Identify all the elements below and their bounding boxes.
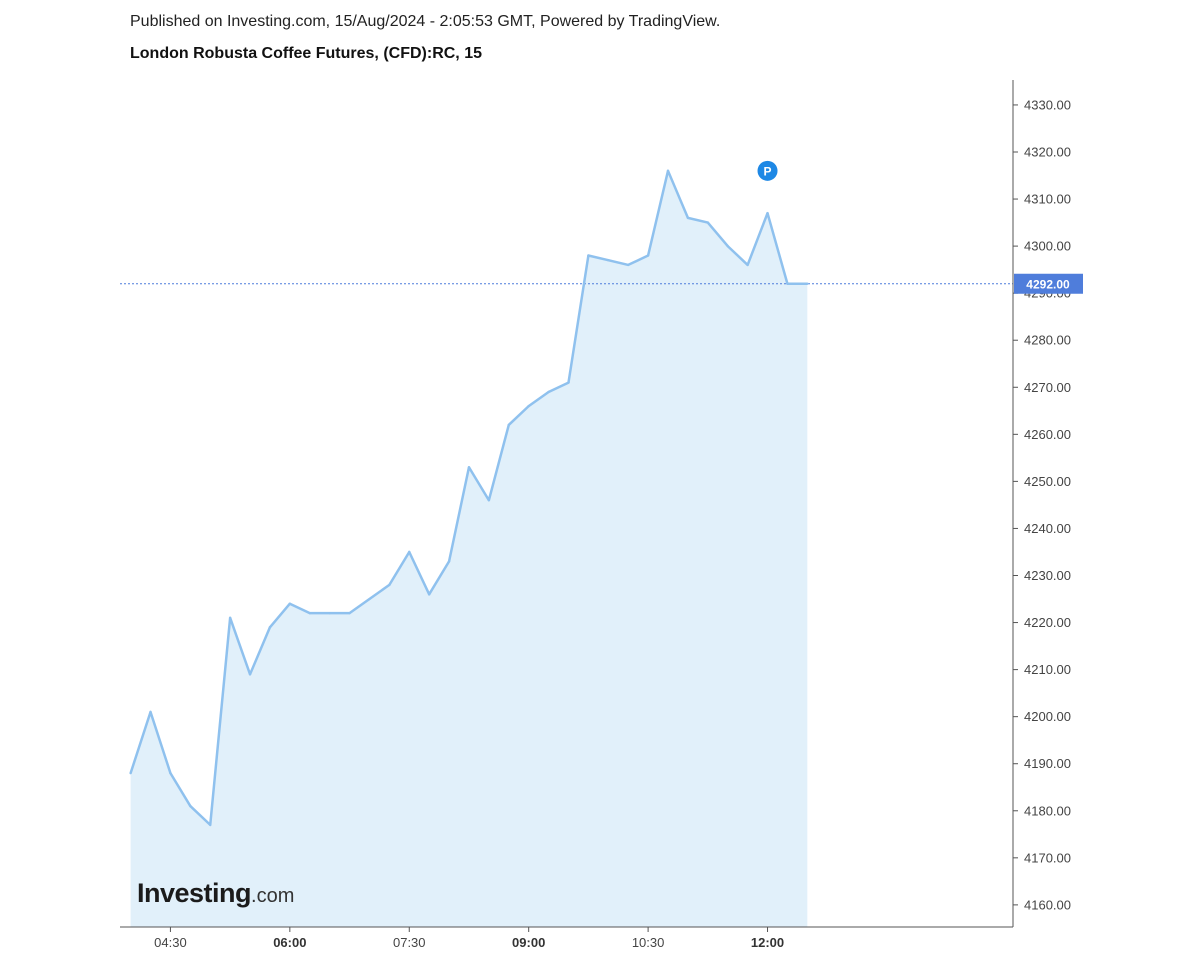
- y-tick-label: 4240.00: [1024, 521, 1071, 536]
- x-tick-label: 10:30: [632, 935, 665, 950]
- data-point[interactable]: [268, 626, 272, 629]
- data-point[interactable]: [786, 282, 789, 285]
- y-tick-label: 4170.00: [1024, 850, 1071, 865]
- y-tick-label: 4160.00: [1024, 897, 1071, 912]
- p-marker[interactable]: P: [757, 160, 778, 181]
- data-point[interactable]: [169, 771, 172, 775]
- x-tick-label: 09:00: [512, 935, 545, 950]
- y-tick-label: 4230.00: [1024, 568, 1071, 583]
- y-tick-label: 4330.00: [1024, 97, 1071, 112]
- data-point[interactable]: [766, 211, 769, 215]
- data-point[interactable]: [348, 611, 351, 615]
- x-tick-label: 07:30: [393, 935, 426, 950]
- logo-main-text: Investing: [137, 878, 252, 908]
- p-marker-circle[interactable]: [757, 160, 778, 181]
- data-point[interactable]: [607, 259, 610, 262]
- x-tick-label: 12:00: [751, 935, 784, 950]
- area-fill: [130, 170, 808, 927]
- x-tick-label: 06:00: [273, 935, 306, 950]
- data-point[interactable]: [388, 583, 391, 587]
- chart-title: London Robusta Coffee Futures, (CFD):RC,…: [130, 45, 482, 62]
- last-price-tag: 4292.00: [1014, 273, 1083, 294]
- p-marker-label: P: [764, 164, 772, 178]
- published-caption: Published on Investing.com, 15/Aug/2024 …: [130, 13, 721, 30]
- y-tick-label: 4190.00: [1024, 756, 1071, 771]
- y-tick-label: 4210.00: [1024, 662, 1071, 677]
- y-tick-label: 4200.00: [1024, 709, 1071, 724]
- data-point[interactable]: [149, 710, 152, 714]
- y-tick-label: 4320.00: [1024, 144, 1071, 159]
- data-point[interactable]: [806, 282, 809, 285]
- data-point[interactable]: [427, 593, 431, 596]
- plot-layer: P: [120, 160, 1013, 927]
- data-point[interactable]: [627, 263, 630, 267]
- logo-suffix-text: .com: [251, 885, 295, 907]
- data-point[interactable]: [726, 244, 729, 248]
- axis-layer: 4160.00 4170.00 4180.00 4190.00 4200.00 4210.…: [120, 80, 1083, 950]
- y-tick-label: 4270.00: [1024, 380, 1071, 395]
- data-point[interactable]: [368, 597, 371, 601]
- x-tick-label: 04:30: [154, 935, 187, 950]
- y-tick-label: 4310.00: [1024, 192, 1071, 207]
- data-point[interactable]: [646, 254, 650, 257]
- data-point[interactable]: [487, 499, 491, 502]
- data-point[interactable]: [467, 466, 471, 469]
- last-price-tag-label: 4292.00: [1026, 277, 1070, 291]
- y-tick-label: 4280.00: [1024, 333, 1071, 348]
- y-tick-label: 4260.00: [1024, 427, 1071, 442]
- data-point[interactable]: [209, 823, 212, 827]
- investing-logo: Investing.com: [137, 878, 294, 909]
- data-point[interactable]: [447, 560, 451, 563]
- data-point[interactable]: [129, 771, 132, 775]
- data-point[interactable]: [587, 254, 590, 257]
- data-point[interactable]: [746, 263, 749, 267]
- data-point[interactable]: [288, 602, 292, 605]
- data-point[interactable]: [527, 404, 530, 408]
- data-point[interactable]: [189, 804, 192, 808]
- data-point[interactable]: [547, 390, 550, 394]
- data-point[interactable]: [567, 381, 570, 384]
- last-price-tag-bg: [1014, 273, 1083, 294]
- y-tick-label: 4250.00: [1024, 474, 1071, 489]
- y-tick-label: 4180.00: [1024, 803, 1071, 818]
- data-point[interactable]: [706, 221, 710, 224]
- data-point[interactable]: [686, 216, 690, 220]
- y-tick-label: 4220.00: [1024, 615, 1071, 630]
- data-point[interactable]: [408, 550, 411, 554]
- data-point[interactable]: [328, 611, 331, 615]
- y-tick-label: 4300.00: [1024, 239, 1071, 254]
- data-point[interactable]: [507, 423, 510, 427]
- data-point[interactable]: [248, 673, 252, 676]
- data-point[interactable]: [308, 611, 311, 615]
- data-point[interactable]: [228, 616, 232, 620]
- data-point[interactable]: [666, 169, 670, 173]
